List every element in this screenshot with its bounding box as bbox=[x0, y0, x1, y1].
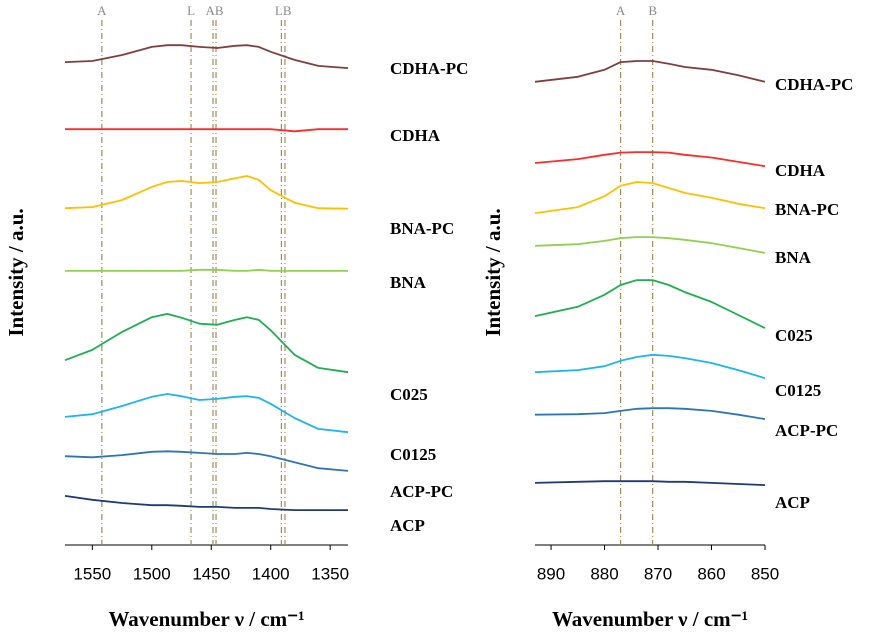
x-tick-label: 1550 bbox=[73, 564, 111, 583]
spectrum-line bbox=[534, 480, 766, 486]
x-axis-title: Wavenumber ν / cm⁻¹ bbox=[108, 607, 304, 631]
series-label: C025 bbox=[775, 326, 813, 345]
x-tick-label: 1500 bbox=[133, 564, 171, 583]
x-tick-label: 850 bbox=[751, 564, 779, 583]
series-label: CDHA bbox=[775, 161, 826, 180]
series-label: CDHA bbox=[390, 126, 441, 145]
x-tick-label: 870 bbox=[644, 564, 672, 583]
series-label: CDHA-PC bbox=[775, 75, 853, 94]
spectrum-line bbox=[64, 495, 348, 511]
series-label: ACP bbox=[390, 516, 425, 535]
spectrum-line bbox=[534, 236, 766, 254]
x-tick-label: 880 bbox=[590, 564, 618, 583]
spectrum-line bbox=[534, 181, 766, 214]
spectrum-line bbox=[534, 353, 766, 380]
spectrum-line bbox=[64, 450, 349, 472]
series-label: BNA bbox=[775, 248, 812, 267]
reference-label: A bbox=[97, 3, 107, 18]
series-label: C0125 bbox=[390, 445, 436, 464]
reference-label: AB bbox=[205, 3, 223, 18]
reference-label: LB bbox=[275, 3, 292, 18]
x-tick-label: 1450 bbox=[192, 564, 230, 583]
series-label: ACP bbox=[775, 493, 810, 512]
y-axis-title: Intensity / a.u. bbox=[481, 208, 505, 336]
spectrum-line bbox=[534, 151, 766, 168]
reference-label: L bbox=[187, 3, 195, 18]
spectrum-line bbox=[64, 313, 349, 374]
x-tick-label: 890 bbox=[537, 564, 565, 583]
spectrum-line bbox=[65, 268, 348, 272]
series-label: CDHA-PC bbox=[390, 59, 468, 78]
series-label: C0125 bbox=[775, 381, 821, 400]
series-label: BNA-PC bbox=[775, 200, 839, 219]
x-tick-label: 1400 bbox=[252, 564, 290, 583]
series-label: ACP-PC bbox=[390, 482, 453, 501]
spectrum-line bbox=[534, 60, 766, 83]
spectrum-line bbox=[534, 279, 766, 329]
spectrum-line bbox=[64, 44, 349, 69]
x-tick-label: 860 bbox=[697, 564, 725, 583]
spectrum-line bbox=[534, 407, 766, 420]
x-axis-title: Wavenumber ν / cm⁻¹ bbox=[552, 607, 748, 631]
spectrum-line bbox=[64, 393, 349, 434]
series-label: BNA-PC bbox=[390, 219, 454, 238]
series-label: ACP-PC bbox=[775, 421, 838, 440]
reference-label: B bbox=[648, 3, 657, 18]
spectrum-line bbox=[65, 128, 348, 133]
spectrum-line bbox=[64, 175, 349, 210]
series-label: BNA bbox=[390, 273, 427, 292]
series-label: C025 bbox=[390, 385, 428, 404]
y-axis-title: Intensity / a.u. bbox=[4, 208, 28, 336]
x-tick-label: 1350 bbox=[311, 564, 349, 583]
reference-label: A bbox=[616, 3, 626, 18]
